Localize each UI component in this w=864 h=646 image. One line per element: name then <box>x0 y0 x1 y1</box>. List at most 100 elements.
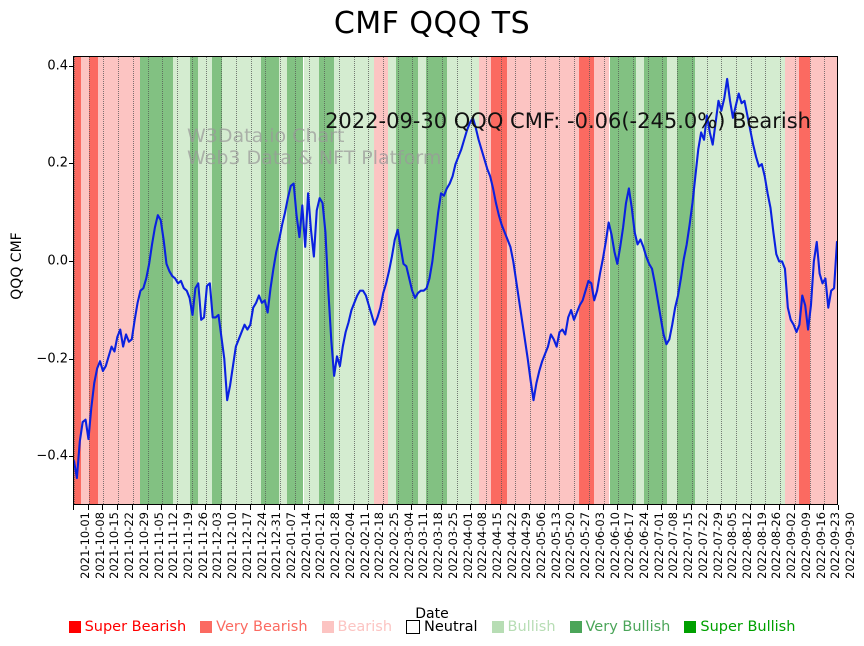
regime-band-bullish <box>197 57 213 504</box>
x-tick-label: 2022-07-08 <box>666 512 681 579</box>
y-tick-label: 0.4 <box>47 58 68 74</box>
x-tick-label: 2022-02-18 <box>372 512 387 579</box>
x-tick-mark <box>234 505 236 510</box>
x-tick-label: 2022-05-20 <box>563 512 578 579</box>
status-annotation: 2022-09-30 QQQ CMF: -0.06(-245.0%) Beari… <box>325 109 811 133</box>
x-tick-mark <box>720 505 722 510</box>
x-tick-label: 2021-11-12 <box>166 512 181 579</box>
y-tick-label: 0.0 <box>47 253 68 269</box>
legend-item[interactable]: Bearish <box>321 619 392 635</box>
x-tick-mark <box>117 505 119 510</box>
x-tick-mark <box>440 505 442 510</box>
legend-item[interactable]: Very Bullish <box>569 619 670 635</box>
x-tick-label: 2022-04-01 <box>460 512 475 579</box>
regime-band-very_bullish <box>318 57 335 504</box>
regime-band-bearish <box>479 57 491 504</box>
legend-item[interactable]: Neutral <box>406 619 478 635</box>
regime-band-very_bullish <box>676 57 696 504</box>
legend-label: Neutral <box>424 619 478 635</box>
regime-band-very_bearish <box>89 57 98 504</box>
watermark: W3Data.io Chart Web3 Data & NFT Platform <box>187 125 441 169</box>
x-tick-label: 2022-02-04 <box>342 512 357 579</box>
legend-swatch-icon <box>321 621 334 633</box>
x-tick-label: 2022-01-07 <box>283 512 298 579</box>
legend-item[interactable]: Super Bearish <box>68 619 187 635</box>
x-tick-label: 2022-09-02 <box>784 512 799 579</box>
x-tick-label: 2022-01-28 <box>328 512 343 579</box>
x-tick-mark <box>278 505 280 510</box>
x-tick-label: 2022-07-15 <box>681 512 696 579</box>
regime-band-bullish <box>303 57 319 504</box>
x-tick-label: 2022-06-17 <box>622 512 637 579</box>
x-tick-label: 2022-09-30 <box>843 512 857 579</box>
x-tick-label: 2022-05-27 <box>578 512 593 579</box>
regime-band-bearish <box>80 57 90 504</box>
x-tick-label: 2022-03-04 <box>401 512 416 579</box>
x-tick-label: 2022-09-23 <box>828 512 843 579</box>
legend-swatch-icon <box>491 621 504 633</box>
regime-band-very_bullish <box>609 57 637 504</box>
legend-label: Very Bearish <box>216 619 308 635</box>
x-tick-label: 2021-10-22 <box>122 512 137 579</box>
legend-swatch-icon <box>569 621 582 633</box>
x-tick-label: 2022-07-22 <box>695 512 710 579</box>
legend-swatch-icon <box>406 620 421 634</box>
regime-band-bullish <box>695 57 721 504</box>
regime-band-bullish <box>666 57 677 504</box>
y-tick-mark <box>69 456 74 458</box>
y-tick-label: −0.4 <box>36 448 68 464</box>
page-title: CMF QQQ TS <box>333 6 531 41</box>
regime-band-very_bearish <box>799 57 810 504</box>
legend-label: Super Bearish <box>84 619 187 635</box>
legend-swatch-icon <box>684 621 697 633</box>
regime-band-bearish <box>373 57 388 504</box>
x-tick-label: 2021-10-29 <box>136 512 151 579</box>
x-tick-mark <box>646 505 648 510</box>
x-tick-mark <box>146 505 148 510</box>
legend-label: Bullish <box>507 619 556 635</box>
x-tick-mark <box>337 505 339 510</box>
regime-band-bullish <box>279 57 288 504</box>
y-tick-mark <box>69 163 74 165</box>
x-tick-mark <box>529 505 531 510</box>
x-tick-label: 2022-08-26 <box>769 512 784 579</box>
legend-item[interactable]: Super Bullish <box>684 619 795 635</box>
x-tick-label: 2022-07-01 <box>651 512 666 579</box>
x-tick-mark <box>764 505 766 510</box>
x-tick-mark <box>190 505 192 510</box>
x-tick-label: 2022-03-11 <box>416 512 431 579</box>
regime-band-very_bearish <box>578 57 595 504</box>
x-tick-label: 2021-10-08 <box>92 512 107 579</box>
legend-item[interactable]: Bullish <box>491 619 556 635</box>
regime-band-very_bullish <box>189 57 198 504</box>
x-tick-mark <box>705 505 707 510</box>
x-tick-label: 2022-03-25 <box>445 512 460 579</box>
x-tick-mark <box>352 505 354 510</box>
x-tick-mark <box>426 505 428 510</box>
x-tick-label: 2021-11-19 <box>180 512 195 579</box>
x-tick-mark <box>396 505 398 510</box>
x-tick-mark <box>73 505 74 510</box>
x-tick-label: 2022-02-25 <box>386 512 401 579</box>
x-tick-mark <box>558 505 560 510</box>
x-tick-mark <box>470 505 472 510</box>
x-tick-mark <box>499 505 501 510</box>
x-tick-mark <box>602 505 604 510</box>
x-tick-label: 2022-01-21 <box>313 512 328 579</box>
x-tick-label: 2021-12-10 <box>225 512 240 579</box>
x-tick-mark <box>617 505 619 510</box>
plot-area: W3Data.io Chart Web3 Data & NFT Platform… <box>73 56 838 505</box>
legend-swatch-icon <box>68 621 81 633</box>
x-tick-label: 2022-04-22 <box>504 512 519 579</box>
x-tick-label: 2021-12-24 <box>254 512 269 579</box>
legend-swatch-icon <box>200 621 213 633</box>
legend-item[interactable]: Very Bearish <box>200 619 308 635</box>
x-tick-mark <box>308 505 310 510</box>
x-tick-label: 2022-04-15 <box>489 512 504 579</box>
x-tick-mark <box>514 505 516 510</box>
y-tick-label: 0.2 <box>47 155 68 171</box>
x-tick-label: 2022-06-10 <box>607 512 622 579</box>
y-tick-label: −0.2 <box>36 351 68 367</box>
regime-band-very_bearish <box>490 57 507 504</box>
legend-label: Super Bullish <box>700 619 796 635</box>
